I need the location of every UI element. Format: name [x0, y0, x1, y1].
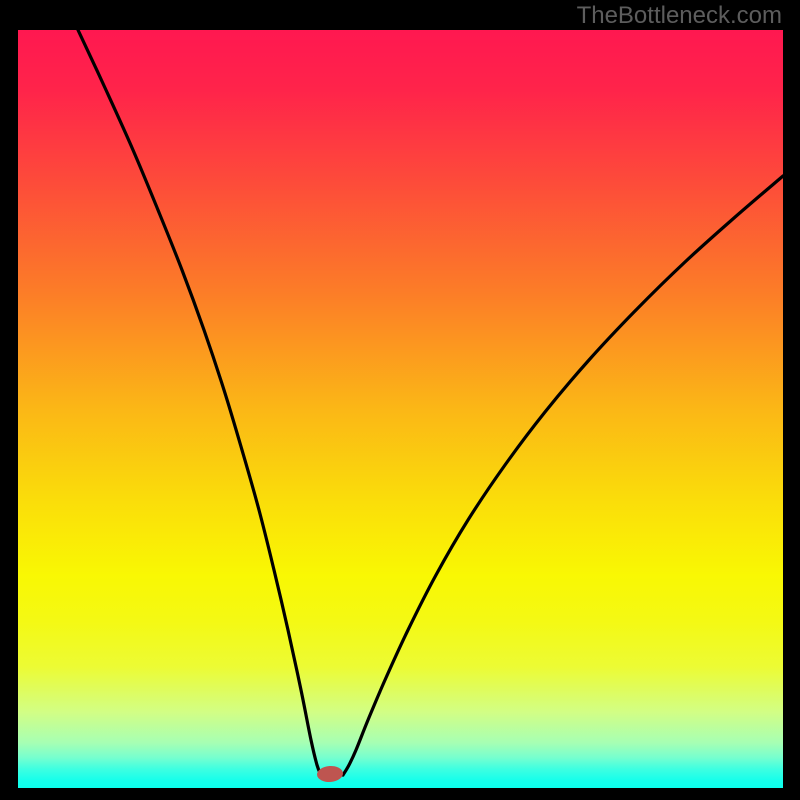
chart-root: TheBottleneck.com: [0, 0, 800, 800]
gradient-background: [18, 30, 783, 788]
chart-svg: [18, 30, 783, 788]
watermark-text: TheBottleneck.com: [577, 2, 782, 30]
plot-area: [18, 30, 783, 788]
